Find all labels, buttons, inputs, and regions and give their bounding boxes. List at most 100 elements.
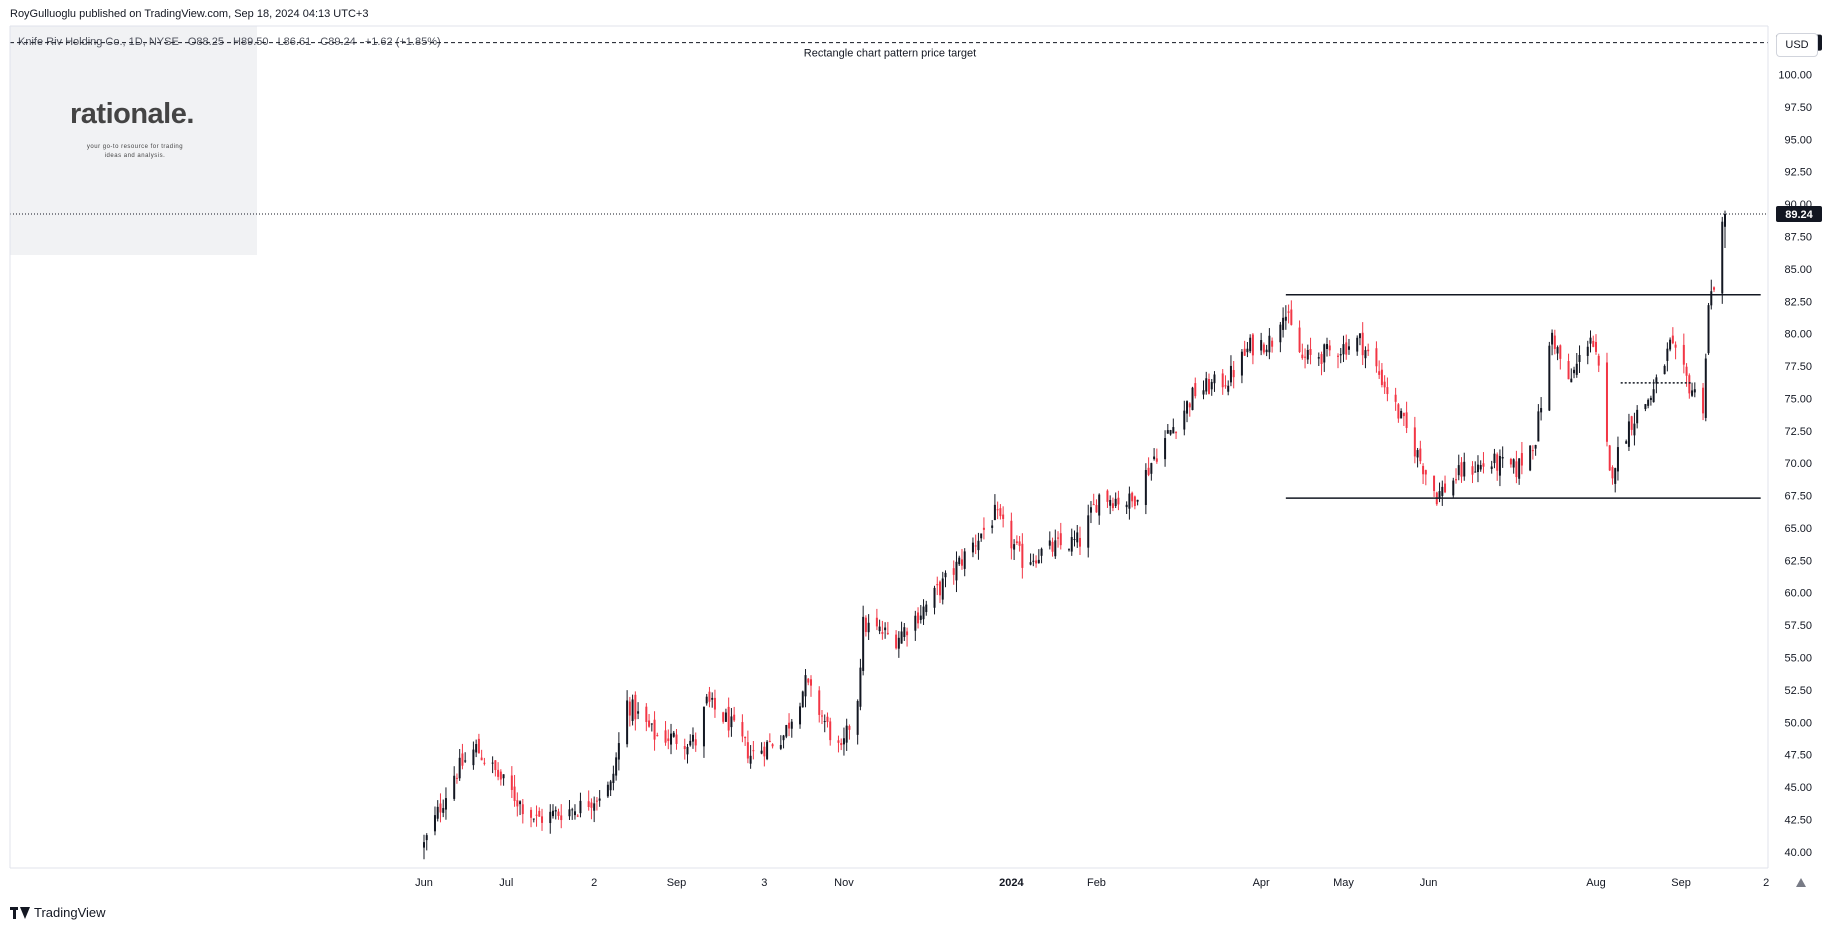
candle-body: [1298, 327, 1301, 353]
candle-body: [991, 525, 994, 528]
x-tick-label: Sep: [667, 877, 687, 889]
candle-body: [1375, 348, 1378, 367]
candle-body: [1136, 499, 1139, 502]
ohlc-close: C89.24: [320, 36, 356, 48]
candle-body: [1051, 541, 1054, 552]
candle-body: [1479, 465, 1482, 470]
candle-body: [724, 712, 727, 722]
candle-body: [1169, 430, 1172, 435]
candle-body: [1671, 335, 1674, 344]
candle-body: [1501, 457, 1504, 459]
candle-body: [691, 734, 694, 742]
candle-body: [856, 701, 859, 735]
candle-body: [1164, 438, 1167, 460]
candle-body: [790, 721, 793, 729]
y-tick-label: 92.50: [1784, 167, 1812, 179]
y-tick-label: 100.00: [1778, 70, 1812, 82]
candle-body: [436, 806, 439, 819]
candle-body: [439, 803, 442, 813]
candle-body: [1128, 493, 1131, 509]
candle-body: [595, 800, 598, 802]
candle-body: [1416, 450, 1419, 458]
y-tick-label: 70.00: [1784, 458, 1812, 470]
candle-body: [686, 746, 689, 755]
candle-body: [1380, 369, 1383, 386]
candle-body: [552, 810, 555, 817]
candle-body: [914, 615, 917, 631]
candle-body: [1529, 445, 1532, 471]
candle-body: [535, 814, 538, 816]
candle-body: [1520, 453, 1523, 466]
candle-body: [1663, 365, 1666, 375]
candle-body: [1394, 394, 1397, 402]
y-tick-label: 45.00: [1784, 782, 1812, 794]
x-tick-label: 2024: [999, 877, 1024, 889]
candle-body: [444, 798, 447, 810]
candle-body: [752, 750, 755, 752]
candle-body: [532, 818, 535, 820]
candle-body: [1111, 503, 1114, 509]
x-tick-label: Jun: [415, 877, 433, 889]
candle-body: [702, 706, 705, 747]
candle-body: [1018, 541, 1021, 546]
candle-body: [694, 739, 697, 746]
candle-body: [864, 617, 867, 632]
candle-body: [1702, 387, 1705, 414]
ohlc-change: +1.62 (+1.85%): [364, 36, 441, 48]
candle-body: [1630, 416, 1633, 430]
x-tick-label: Aug: [1586, 877, 1606, 889]
candle-body: [1594, 341, 1597, 352]
candle-body: [628, 701, 631, 716]
candle-body: [425, 835, 428, 841]
axes: 40.00 42.50 45.00 47.50 50.00 52.50 55.00 57.50…: [9, 25, 1812, 889]
candle-body: [785, 725, 788, 737]
y-tick-label: 72.50: [1784, 426, 1812, 438]
candle-body: [1153, 456, 1156, 460]
candle-body: [497, 769, 500, 777]
symbol-legend[interactable]: Knife Riv Holding Co., 1D, NYSE O88.25 H…: [18, 36, 447, 48]
x-tick-label: 2: [1763, 877, 1769, 889]
x-tick-label: May: [1333, 877, 1354, 889]
x-tick-label: 2: [591, 877, 597, 889]
candle-body: [1625, 441, 1628, 444]
candle-body: [1655, 377, 1658, 384]
auto-scale-icon[interactable]: [1796, 878, 1806, 887]
candle-body: [1114, 498, 1117, 506]
candle-body: [499, 771, 502, 780]
candle-body: [771, 744, 774, 747]
candle-body: [1131, 492, 1134, 502]
candle-body: [818, 690, 821, 715]
candle-body: [744, 736, 747, 739]
candle-body: [1691, 390, 1694, 396]
candle-body: [1364, 350, 1367, 359]
candle-body: [494, 760, 497, 771]
candle-body: [598, 798, 601, 801]
candle-body: [475, 744, 478, 753]
candle-body: [1616, 447, 1619, 472]
candle-body: [645, 706, 648, 722]
candle-body: [1644, 404, 1647, 410]
candle-body: [1207, 379, 1210, 394]
candle-body: [922, 606, 925, 620]
candle-body: [675, 734, 678, 744]
candle-body: [1227, 385, 1230, 392]
candle-body: [1317, 357, 1320, 359]
candle-body: [538, 810, 541, 817]
ohlc-low: L86.61: [277, 36, 312, 48]
candle-body: [1210, 381, 1213, 390]
candle-body: [1531, 450, 1534, 452]
candle-body: [733, 714, 736, 721]
currency-button[interactable]: USD: [1776, 33, 1818, 57]
candle-body: [1306, 349, 1309, 360]
candle-body: [1073, 539, 1076, 541]
candle-body: [1150, 463, 1153, 474]
candle-body: [664, 730, 667, 743]
candle-body: [925, 604, 928, 613]
candle-body: [1109, 499, 1112, 506]
candle-body: [1553, 335, 1556, 349]
y-tick-label: 82.50: [1784, 296, 1812, 308]
tradingview-brand[interactable]: TradingView: [10, 905, 106, 920]
candle-body: [1035, 560, 1038, 564]
candle-body: [903, 627, 906, 638]
